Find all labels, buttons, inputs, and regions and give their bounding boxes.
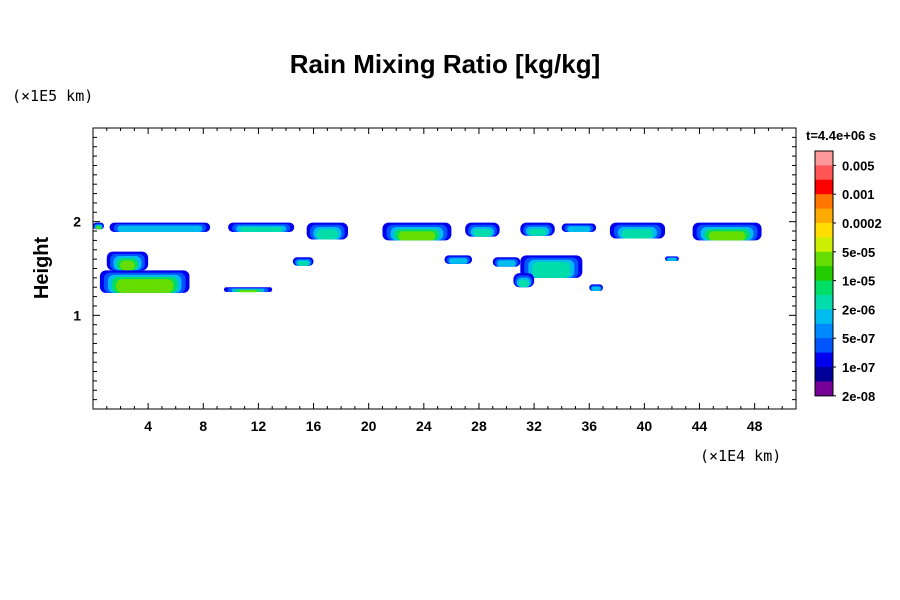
y-tick-label: 1 [73, 307, 81, 323]
colorbar-label: 0.005 [842, 158, 875, 173]
colorbar-swatch [815, 367, 833, 382]
rain-feature [520, 255, 583, 278]
x-tick-label: 40 [637, 418, 653, 434]
colorbar-swatch [815, 223, 833, 238]
rain-feature [589, 284, 604, 291]
colorbar-swatch [815, 151, 833, 166]
feature-layer [567, 226, 591, 232]
y-axis-label: Height [31, 237, 53, 300]
feature-layer [96, 226, 101, 230]
feature-layer [448, 258, 468, 264]
x-tick-label: 32 [526, 418, 542, 434]
feature-layer [115, 279, 174, 293]
colorbar-swatch [815, 179, 833, 195]
colorbar-label: 5e-07 [842, 331, 875, 346]
colorbar-frame [814, 150, 834, 397]
y-axis-unit: (×1E5 km) [12, 87, 93, 105]
feature-layer [497, 260, 516, 267]
rain-feature [692, 222, 762, 241]
feature-layer [240, 227, 283, 232]
x-tick-label: 36 [581, 418, 597, 434]
colorbar-swatch [815, 309, 833, 325]
colorbar-swatch [815, 266, 833, 282]
rain-feature [520, 222, 555, 236]
rain-feature [513, 273, 535, 288]
y-tick-label: 2 [73, 214, 81, 230]
colorbar-swatch [815, 237, 833, 253]
feature-layer [621, 229, 654, 239]
x-tick-label: 48 [747, 418, 763, 434]
contour-features [93, 222, 762, 293]
x-tick-label: 16 [306, 418, 322, 434]
feature-layer [591, 286, 601, 291]
colorbar-label: 0.001 [842, 187, 875, 202]
x-tick-label: 28 [471, 418, 487, 434]
rain-feature [228, 222, 295, 232]
rain-feature [106, 251, 149, 271]
feature-layer [667, 257, 677, 262]
rain-feature [109, 222, 211, 232]
colorbar-label: 2e-06 [842, 302, 875, 317]
feature-layer [708, 231, 746, 241]
colorbar-swatch [815, 352, 833, 368]
rain-feature [609, 222, 666, 239]
colorbar-label: 1e-05 [842, 274, 875, 289]
x-axis-unit: (×1E4 km) [700, 447, 781, 465]
feature-layer [473, 229, 492, 237]
colorbar-label: 1e-07 [842, 360, 875, 375]
time-label: t=4.4e+06 s [806, 128, 876, 143]
rain-feature [99, 270, 190, 293]
colorbar-swatch [815, 280, 833, 296]
colorbar-swatch [815, 295, 833, 310]
plot-frame [92, 127, 797, 410]
colorbar-swatch [815, 208, 833, 224]
feature-layer [117, 225, 203, 232]
chart-title: Rain Mixing Ratio [kg/kg] [290, 49, 601, 79]
colorbar-swatch [815, 251, 833, 267]
colorbar: 0.005 0.001 0.0002 5e-05 1e-05 2e-06 5e-07 1e-0… [814, 150, 882, 404]
feature-layer [398, 231, 436, 241]
colorbar-label: 0.0002 [842, 216, 882, 231]
colorbar-label: 5e-05 [842, 245, 875, 260]
rain-feature [492, 257, 521, 267]
colorbar-label: 2e-08 [842, 389, 875, 404]
x-tick-label: 24 [416, 418, 432, 434]
rain-feature [465, 222, 500, 237]
y-axis-ticks: 12 [73, 136, 796, 401]
rain-feature [382, 222, 452, 241]
rain-feature [665, 256, 679, 262]
colorbar-swatch [815, 165, 833, 181]
feature-layer [120, 260, 135, 271]
feature-layer [518, 279, 530, 288]
feature-layer [316, 229, 339, 240]
rain-feature [292, 257, 314, 266]
x-tick-label: 20 [361, 418, 377, 434]
colorbar-swatch [815, 323, 833, 339]
rain-feature [561, 223, 597, 232]
feature-layer [297, 261, 309, 266]
colorbar-swatch [815, 338, 833, 354]
x-tick-label: 8 [199, 418, 207, 434]
x-tick-label: 12 [251, 418, 267, 434]
feature-layer [528, 228, 547, 236]
feature-layer [532, 261, 571, 278]
x-tick-label: 44 [692, 418, 708, 434]
rain-feature [444, 255, 473, 264]
x-tick-label: 4 [144, 418, 152, 434]
rain-feature [306, 222, 349, 240]
rain-feature [93, 222, 105, 230]
feature-layer [239, 290, 257, 293]
rain-feature [223, 287, 273, 293]
x-axis-ticks: 4 8 12 16 20 24 28 32 36 40 44 48 [92, 128, 797, 434]
colorbar-swatch [815, 194, 833, 210]
colorbar-swatch [815, 381, 833, 397]
